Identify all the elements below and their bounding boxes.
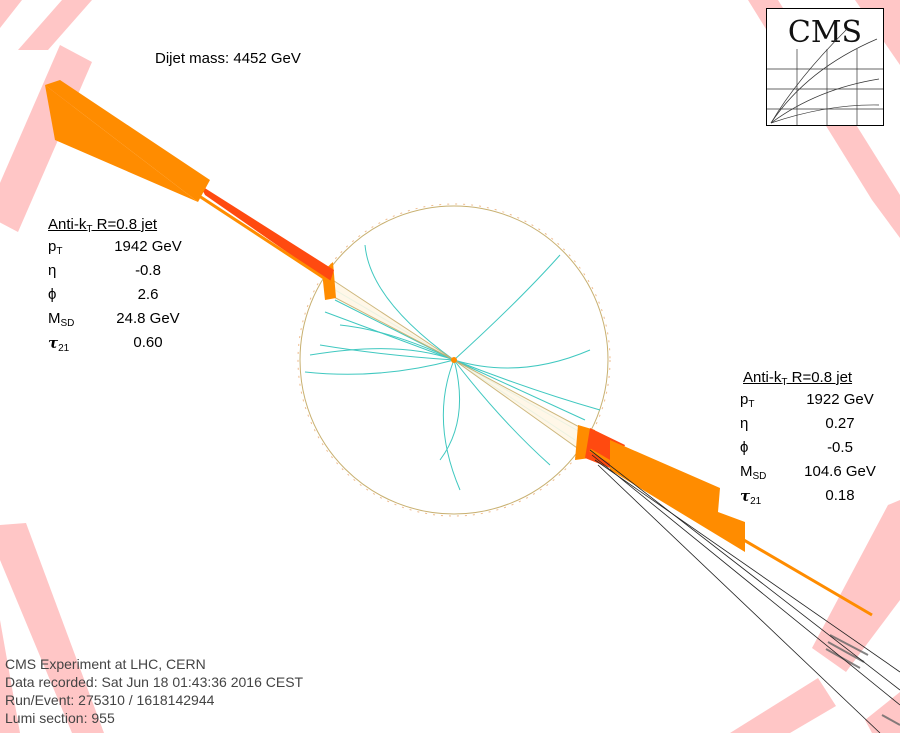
jet2-title: Anti-kT R=0.8 jet xyxy=(743,369,853,388)
muon-chamber-bottom-right xyxy=(865,692,900,733)
jet1-title: Anti-kT R=0.8 jet xyxy=(48,216,158,235)
lumi-section-label: Lumi section: 955 xyxy=(5,710,115,726)
track xyxy=(364,244,455,361)
jet-axis xyxy=(589,448,873,617)
hcal-tower-base xyxy=(45,85,198,202)
jet2-row-eta: η 0.27 xyxy=(740,415,855,432)
muon-chamber-bottom-mid xyxy=(730,678,836,733)
jet2-row-phi: ϕ -0.5 xyxy=(740,439,853,456)
muon-hit xyxy=(881,714,900,726)
track xyxy=(439,359,461,461)
track xyxy=(324,311,455,361)
muon-chamber-top-left-outer xyxy=(18,0,92,50)
jet-cone-inner xyxy=(453,359,586,451)
track xyxy=(319,344,455,361)
track xyxy=(453,359,586,421)
run-event-label: Run/Event: 275310 / 1618142944 xyxy=(5,692,215,708)
muon-tracks xyxy=(589,449,900,733)
jet-lower-right xyxy=(453,359,873,617)
muon-track xyxy=(597,464,881,733)
jet1-info-panel: Anti-kT R=0.8 jet pT 1942 GeV η -0.8 ϕ 2.6 … xyxy=(48,215,194,355)
muon-track xyxy=(589,449,900,691)
hcal-tower xyxy=(610,440,745,552)
data-recorded-label: Data recorded: Sat Jun 18 01:43:36 2016 … xyxy=(5,674,304,690)
cms-logo: CMS xyxy=(766,8,884,126)
jet1-row-phi: ϕ 2.6 xyxy=(48,286,159,303)
track xyxy=(453,254,561,361)
muon-chamber-bottom-left-corner xyxy=(0,620,20,733)
jet1-row-msd: MSD 24.8 GeV xyxy=(48,310,180,329)
cms-logo-graphic xyxy=(767,28,883,125)
jet-axis xyxy=(189,188,331,284)
jet2-row-pt: pT 1922 GeV xyxy=(740,391,874,410)
primary-vertex xyxy=(451,357,457,363)
jet2-row-msd: MSD 104.6 GeV xyxy=(740,463,876,482)
track xyxy=(339,324,455,361)
track xyxy=(304,359,455,375)
muon-chamber-bottom-left xyxy=(0,523,104,733)
jet2-row-tau21: τ21 0.18 xyxy=(740,487,855,507)
dijet-mass-label: Dijet mass: 4452 GeV xyxy=(155,50,301,67)
experiment-label: CMS Experiment at LHC, CERN xyxy=(5,656,206,672)
track xyxy=(309,348,455,361)
muon-track xyxy=(591,454,900,706)
muon-hit xyxy=(827,641,865,663)
jet-upper-left xyxy=(45,80,455,361)
calorimeter-ring xyxy=(297,203,611,517)
jet2-info-panel: Anti-kT R=0.8 jet pT 1922 GeV η 0.27 ϕ -0.5… xyxy=(740,368,886,508)
track xyxy=(442,359,461,491)
charged-tracks xyxy=(304,244,601,491)
jet1-row-tau21: τ21 0.60 xyxy=(48,334,163,354)
track xyxy=(453,359,601,411)
hcal-core xyxy=(200,185,334,282)
hcal-tower xyxy=(45,80,210,202)
jet-cone-inner xyxy=(324,273,455,361)
muon-chamber-right-lower xyxy=(812,500,900,672)
jet1-row-pt: pT 1942 GeV xyxy=(48,238,182,257)
jet1-row-eta: η -0.8 xyxy=(48,262,161,279)
cms-logo-text: CMS xyxy=(787,15,863,50)
track xyxy=(453,349,591,369)
muon-hit xyxy=(829,634,869,656)
tracker-outline xyxy=(299,205,609,515)
muon-chamber-top-left-corner xyxy=(0,0,22,28)
event-info-footer: CMS Experiment at LHC, CERN Data recorde… xyxy=(5,655,303,727)
track xyxy=(453,359,551,466)
muon-track xyxy=(594,459,900,673)
